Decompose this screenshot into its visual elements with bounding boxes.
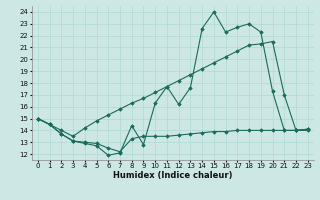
X-axis label: Humidex (Indice chaleur): Humidex (Indice chaleur) xyxy=(113,171,233,180)
